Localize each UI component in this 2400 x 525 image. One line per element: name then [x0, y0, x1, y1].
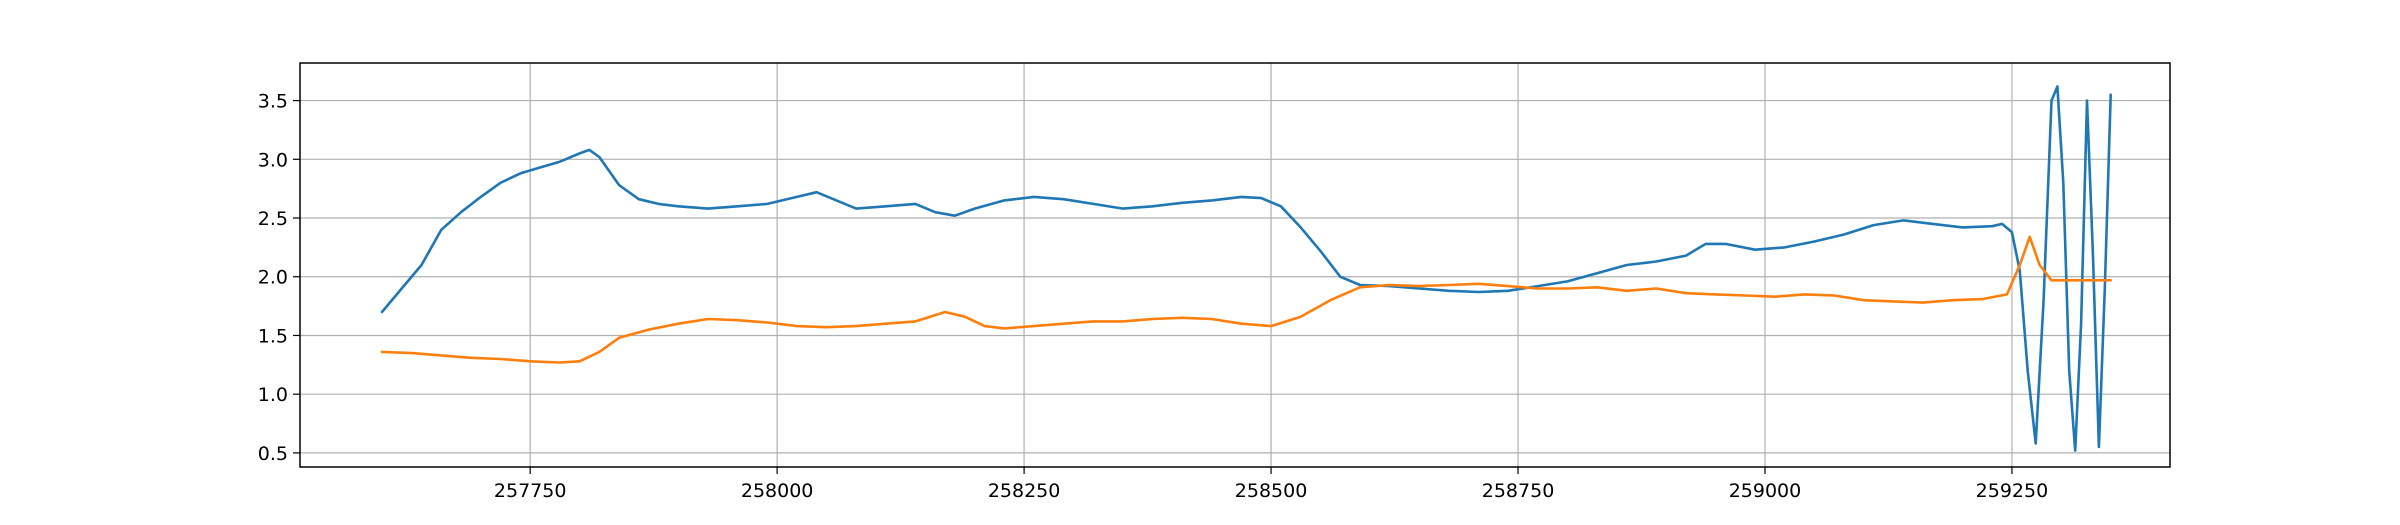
x-tick-label: 258750 [1482, 480, 1555, 502]
y-tick-label: 1.5 [258, 325, 288, 347]
axis-ticks: 257750 258000 258250 258500 258750 259000 2592… [258, 91, 2048, 502]
grid-lines [300, 63, 2170, 467]
series-line-1 [380, 85, 2112, 452]
x-tick-label: 259250 [1976, 480, 2049, 502]
series-line-2 [380, 235, 2112, 364]
x-tick-label: 258000 [741, 480, 814, 502]
x-tick-label: 258250 [988, 480, 1061, 502]
y-tick-label: 3.0 [258, 149, 288, 171]
x-tick-label: 259000 [1729, 480, 1802, 502]
x-tick-label: 258500 [1235, 480, 1308, 502]
series-layer [380, 85, 2112, 452]
y-tick-label: 2.0 [258, 267, 288, 289]
x-tick-label: 257750 [494, 480, 567, 502]
axes-frame [299, 62, 2171, 468]
y-tick-label: 0.5 [258, 443, 288, 465]
y-tick-label: 1.0 [258, 384, 288, 406]
y-tick-label: 3.5 [258, 91, 288, 113]
y-tick-label: 2.5 [258, 208, 288, 230]
